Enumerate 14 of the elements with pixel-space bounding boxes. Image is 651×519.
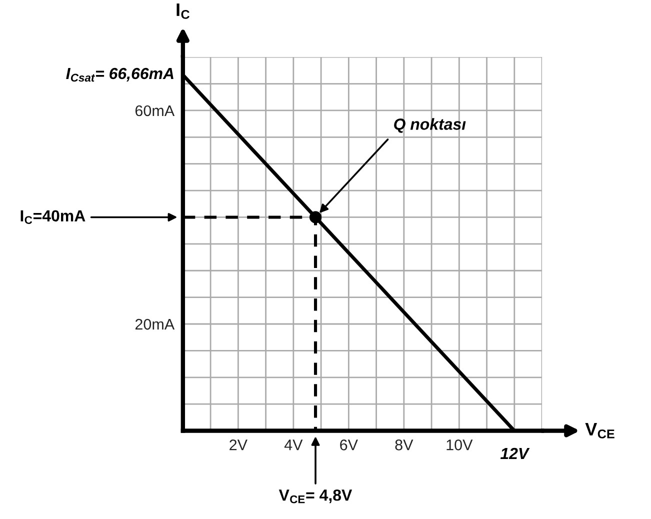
- x-tick-label: 6V: [340, 440, 358, 450]
- annotation: V$_{CE}$= 4,8V: [278, 490, 352, 504]
- y-tick-label: 20mA: [135, 318, 175, 330]
- x-tick-label: 8V: [395, 440, 414, 450]
- annotation: Q noktası: [394, 118, 466, 133]
- x-tick-label: 10V: [446, 440, 473, 450]
- x-tick-label: 2V: [230, 440, 248, 450]
- y-axis-title: I$_{C}$: [176, 4, 190, 19]
- annotation: 12V: [500, 448, 530, 460]
- x-tick-label: 4V: [284, 440, 303, 450]
- annotation: I$_{C}$=40mA: [20, 210, 86, 224]
- x-axis-title: V$_{CE}$: [585, 422, 614, 438]
- annotation: I$_{Csat}$= 66,66mA: [66, 68, 174, 82]
- y-tick-label: 60mA: [135, 105, 175, 116]
